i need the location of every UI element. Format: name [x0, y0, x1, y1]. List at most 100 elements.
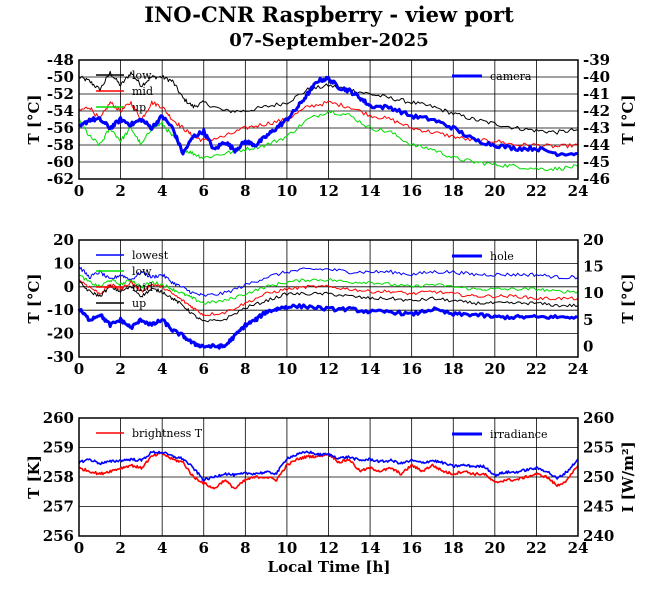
y2-tick-label: -46	[583, 170, 610, 188]
legend-entry: irradiance	[490, 428, 547, 441]
chart-subtitle: 07-September-2025	[229, 30, 428, 51]
x-tick-label: 2	[115, 539, 125, 557]
x-tick-label: 24	[568, 182, 589, 200]
y-axis-label: T [°C]	[25, 273, 43, 323]
y-axis-label: T [K]	[25, 455, 43, 499]
y-tick-label: -50	[47, 68, 74, 86]
legend-entry: mid	[132, 85, 153, 98]
series-line-irradiance	[78, 450, 579, 482]
x-tick-label: 12	[318, 360, 339, 378]
y2-tick-label: 20	[583, 231, 604, 249]
x-tick-label: 20	[484, 360, 505, 378]
plots-group: 0 2 4 6 8 10 12 14 16 18 20 22 24-62-60-58-56-54-52-…	[25, 51, 637, 557]
plot-frame	[78, 239, 579, 358]
x-tick-label: 24	[568, 539, 589, 557]
x-tick-label: 18	[443, 360, 464, 378]
x-tick-label: 8	[240, 539, 250, 557]
y2-tick-label: 5	[583, 311, 593, 329]
legend-entry: hole	[490, 250, 514, 263]
x-tick-label: 16	[401, 539, 422, 557]
y-tick-label: -10	[47, 301, 74, 319]
y-tick-label: -48	[47, 51, 74, 69]
x-tick-label: 0	[74, 182, 84, 200]
chart-title: INO-CNR Raspberry - view port	[144, 2, 514, 27]
x-tick-label: 10	[276, 360, 297, 378]
y-tick-label: 259	[43, 439, 74, 457]
y2-tick-label: 255	[583, 439, 614, 457]
legend-entry: up	[132, 101, 146, 114]
x-tick-label: 18	[443, 182, 464, 200]
y2-tick-label: 0	[583, 337, 593, 355]
y-axis-label: T [°C]	[25, 94, 43, 144]
x-tick-label: 14	[360, 360, 381, 378]
legend-entry: lowest	[132, 249, 169, 262]
panel-2: 0 2 4 6 8 10 12 14 16 18 20 22 24-30-20-100102005101…	[25, 231, 637, 378]
panel-3: 0 2 4 6 8 10 12 14 16 18 20 22 242562572582592602402…	[25, 409, 637, 557]
y2-axis-label: I [W/m²]	[619, 441, 637, 512]
y2-tick-label: 260	[583, 409, 614, 427]
series-line-up	[78, 281, 579, 323]
x-tick-label: 22	[526, 539, 547, 557]
y2-tick-label: -42	[583, 102, 610, 120]
x-tick-label: 18	[443, 539, 464, 557]
y-tick-label: 0	[64, 278, 74, 296]
x-tick-label: 6	[199, 182, 209, 200]
y-tick-label: -20	[47, 325, 74, 343]
x-tick-label: 0	[74, 539, 84, 557]
y2-axis-label: T [°C]	[619, 94, 637, 144]
x-tick-label: 6	[199, 360, 209, 378]
panel-1: 0 2 4 6 8 10 12 14 16 18 20 22 24-62-60-58-56-54-52-…	[25, 51, 637, 200]
series-line-camera	[78, 75, 579, 158]
y2-tick-label: -40	[583, 68, 610, 86]
y2-tick-label: 245	[583, 498, 614, 516]
series-line-hole	[77, 303, 579, 350]
y2-tick-label: -39	[583, 51, 610, 69]
x-tick-label: 12	[318, 182, 339, 200]
x-tick-label: 20	[484, 182, 505, 200]
y2-tick-label: 15	[583, 258, 604, 276]
y-tick-label: -56	[47, 119, 74, 137]
x-tick-label: 8	[240, 360, 250, 378]
legend-entry: mid	[132, 281, 153, 294]
y2-tick-label: 240	[583, 527, 614, 545]
plot-frame	[78, 59, 579, 180]
y-tick-label: -58	[47, 136, 74, 154]
y2-axis-label: T [°C]	[619, 273, 637, 323]
x-tick-label: 14	[360, 182, 381, 200]
x-tick-label: 14	[360, 539, 381, 557]
y-tick-label: -60	[47, 153, 74, 171]
legend-entry: low	[132, 265, 152, 278]
y2-tick-label: 250	[583, 468, 614, 486]
y2-tick-label: -43	[583, 119, 610, 137]
x-tick-label: 10	[276, 182, 297, 200]
plot-frame	[78, 417, 579, 537]
legend-entry: camera	[490, 70, 532, 83]
y-tick-label: -54	[47, 102, 74, 120]
series-line-low	[78, 70, 579, 135]
x-tick-label: 4	[157, 360, 167, 378]
y-tick-label: 260	[43, 409, 74, 427]
x-tick-label: 20	[484, 539, 505, 557]
x-tick-label: 22	[526, 182, 547, 200]
x-tick-label: 10	[276, 539, 297, 557]
y2-tick-label: -45	[583, 153, 610, 171]
x-tick-label: 22	[526, 360, 547, 378]
y-tick-label: 10	[53, 254, 74, 272]
y-tick-label: -30	[47, 348, 74, 366]
x-axis-label: Local Time [h]	[268, 558, 391, 576]
x-tick-label: 4	[157, 539, 167, 557]
y-tick-label: 257	[43, 498, 74, 516]
y-tick-label: 258	[43, 468, 74, 486]
series-line-mid	[78, 278, 579, 316]
y-tick-label: 256	[43, 527, 74, 545]
y2-tick-label: 10	[583, 284, 604, 302]
x-tick-label: 2	[115, 182, 125, 200]
x-tick-label: 0	[74, 360, 84, 378]
x-tick-label: 4	[157, 182, 167, 200]
y2-tick-label: -41	[583, 85, 610, 103]
x-tick-label: 16	[401, 182, 422, 200]
y-tick-label: -52	[47, 85, 74, 103]
legend-entry: up	[132, 297, 146, 310]
